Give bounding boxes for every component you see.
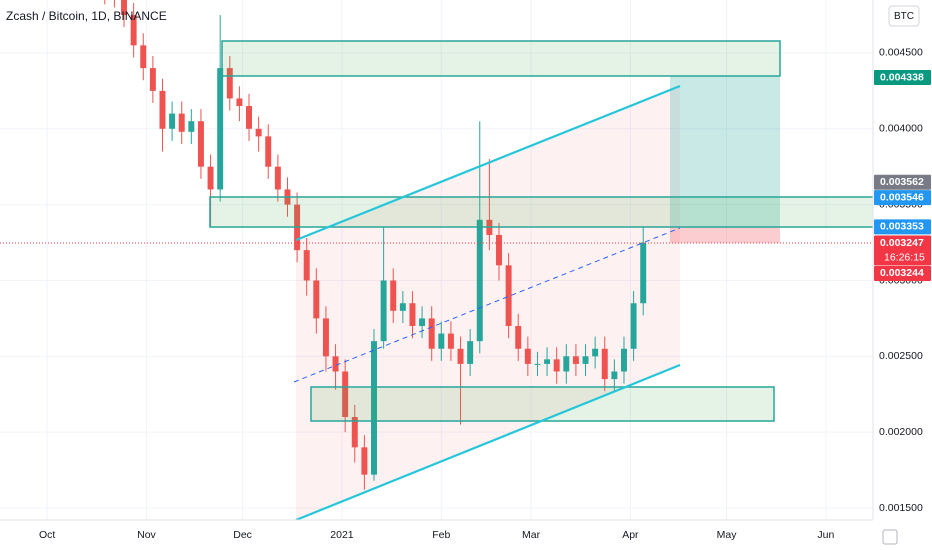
candle-body bbox=[496, 234, 502, 266]
long-stop-zone bbox=[670, 227, 780, 243]
y-tick-label: 0.002000 bbox=[879, 426, 923, 438]
candle-body bbox=[467, 341, 474, 364]
candle-body bbox=[313, 280, 320, 319]
candle-body bbox=[399, 303, 406, 311]
price-badge bbox=[874, 219, 931, 235]
candle-body bbox=[419, 318, 426, 326]
candle-body bbox=[236, 98, 243, 107]
candle-body bbox=[515, 325, 522, 349]
channel-fill bbox=[296, 86, 680, 520]
candle-body bbox=[524, 348, 531, 364]
candle-body bbox=[438, 333, 445, 349]
candle-body bbox=[601, 348, 608, 380]
candle-body bbox=[332, 356, 339, 372]
price-badge-label: 0.003562 bbox=[880, 176, 924, 188]
price-badge-label: 0.003244 bbox=[880, 267, 924, 279]
countdown-label: 16:26:15 bbox=[884, 251, 925, 263]
candle-body bbox=[274, 166, 281, 190]
candle-body bbox=[322, 318, 329, 357]
price-badge bbox=[874, 235, 931, 266]
candle-body bbox=[476, 219, 483, 342]
candle-body bbox=[428, 318, 435, 349]
candle-body bbox=[303, 250, 310, 281]
candle-body bbox=[572, 356, 579, 364]
price-badge-label: 0.003353 bbox=[880, 221, 924, 233]
candle-body bbox=[457, 348, 464, 364]
y-tick-label: 0.004000 bbox=[879, 123, 923, 135]
x-tick-label: Feb bbox=[432, 529, 450, 541]
candle-body bbox=[226, 68, 233, 99]
candle-body bbox=[563, 356, 570, 372]
x-tick-label: Dec bbox=[233, 529, 252, 541]
candle-body bbox=[207, 166, 214, 190]
price-badge bbox=[874, 190, 931, 206]
candle-body bbox=[217, 68, 224, 190]
y-tick-label: 0.002500 bbox=[879, 350, 923, 362]
candle-body bbox=[149, 68, 156, 91]
candle-body bbox=[592, 348, 599, 357]
candle-body bbox=[505, 265, 512, 326]
candle-body bbox=[553, 359, 560, 372]
grid bbox=[0, 0, 873, 520]
candle-body bbox=[611, 371, 618, 380]
support-zone bbox=[310, 386, 775, 422]
candle-body bbox=[534, 363, 541, 365]
candle-body bbox=[169, 113, 176, 129]
candle-body bbox=[130, 15, 137, 46]
candle-body bbox=[621, 348, 627, 372]
resistance-zone bbox=[221, 40, 781, 77]
candle-body bbox=[630, 303, 637, 349]
candle-body bbox=[361, 447, 368, 475]
candle-body bbox=[342, 371, 349, 418]
y-tick-label: 0.004500 bbox=[879, 47, 923, 59]
long-target-zone bbox=[670, 76, 780, 227]
candle-body bbox=[380, 280, 387, 342]
candle-body bbox=[188, 121, 195, 132]
candle-body bbox=[265, 136, 272, 167]
candle-body bbox=[390, 280, 397, 311]
channel-bottom-line bbox=[295, 363, 681, 522]
candle-body bbox=[178, 113, 185, 132]
candle-body bbox=[640, 242, 647, 304]
price-badge bbox=[874, 70, 931, 86]
candle-body bbox=[447, 333, 454, 349]
candle-body bbox=[351, 417, 358, 448]
price-badge bbox=[874, 265, 931, 281]
price-badge bbox=[874, 174, 931, 190]
candle-body bbox=[121, 0, 128, 16]
candle-body bbox=[246, 106, 252, 129]
axes: 0.0015000.0020000.0025000.0030000.003500… bbox=[39, 47, 923, 541]
candle-body bbox=[544, 359, 551, 364]
candle-body bbox=[582, 356, 589, 364]
x-tick-label: May bbox=[717, 529, 738, 541]
breakout-zone bbox=[209, 196, 891, 228]
currency-button[interactable] bbox=[888, 5, 920, 27]
currency-label: BTC bbox=[894, 11, 914, 22]
x-tick-label: 2021 bbox=[330, 529, 354, 541]
settings-button[interactable] bbox=[882, 529, 898, 545]
price-badge-label: 0.004338 bbox=[880, 71, 924, 83]
candle-body bbox=[197, 121, 204, 167]
x-tick-label: Apr bbox=[622, 529, 639, 541]
candle-body bbox=[140, 45, 147, 69]
time-axis-panel bbox=[0, 520, 932, 550]
x-tick-label: Jun bbox=[817, 529, 834, 541]
y-tick-label: 0.001500 bbox=[879, 502, 923, 514]
candle-body bbox=[159, 90, 166, 129]
channel-top-line bbox=[295, 84, 681, 242]
price-badge-label: 0.003247 bbox=[880, 237, 924, 249]
channel-mid-line bbox=[293, 227, 681, 383]
candle-body bbox=[409, 303, 416, 326]
candle-body bbox=[255, 128, 262, 137]
candle-body bbox=[371, 341, 377, 475]
x-tick-label: Mar bbox=[522, 529, 541, 541]
price-badge-label: 0.003546 bbox=[880, 191, 924, 203]
x-tick-label: Oct bbox=[39, 529, 55, 541]
price-badges: 0.003247 16:26:15 0.003546 0.003353 0.003562… bbox=[874, 70, 931, 281]
chart-title: Zcash / Bitcoin, 1D, BINANCE bbox=[6, 9, 167, 23]
x-tick-label: Nov bbox=[137, 529, 156, 541]
